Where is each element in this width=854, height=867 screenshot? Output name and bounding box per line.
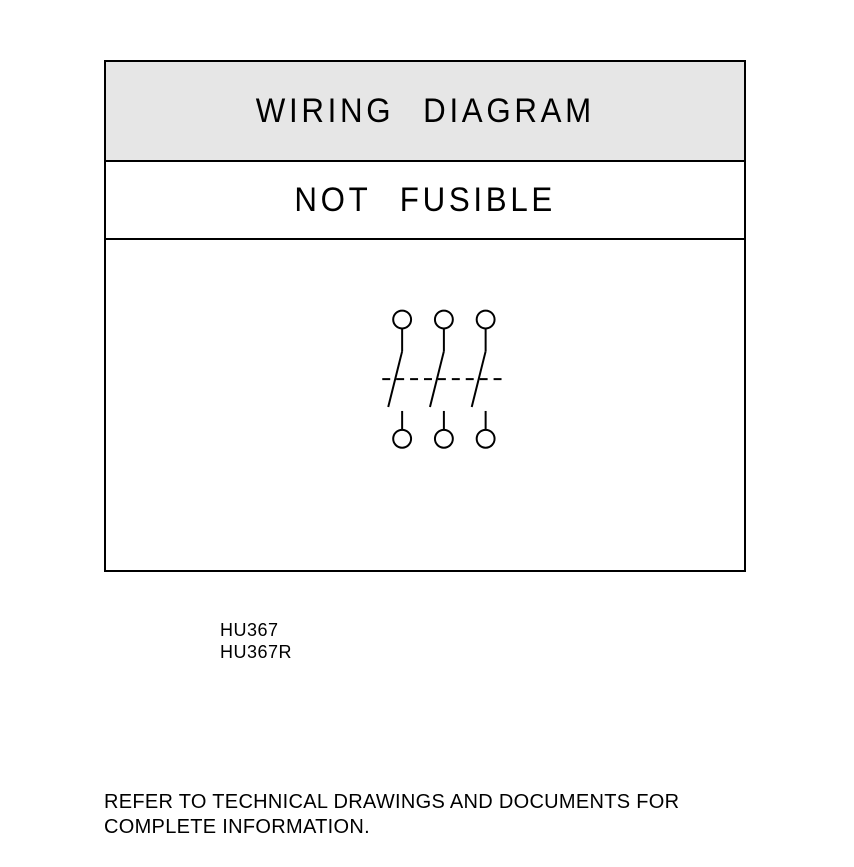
part-number-2: HU367R: [220, 642, 292, 664]
schematic-area: [106, 240, 744, 568]
wiring-diagram-box: WIRING DIAGRAM NOT FUSIBLE: [104, 60, 746, 572]
subtitle-band: NOT FUSIBLE: [106, 162, 744, 240]
three-pole-switch-schematic: [106, 240, 744, 568]
part-number-list: HU367 HU367R: [220, 620, 292, 663]
diagram-subtitle: NOT FUSIBLE: [294, 181, 556, 220]
part-number-1: HU367: [220, 620, 292, 642]
diagram-title: WIRING DIAGRAM: [255, 92, 594, 131]
footer-note: REFER TO TECHNICAL DRAWINGS AND DOCUMENT…: [104, 790, 764, 840]
page: WIRING DIAGRAM NOT FUSIBLE: [0, 0, 854, 867]
title-band: WIRING DIAGRAM: [106, 62, 744, 162]
